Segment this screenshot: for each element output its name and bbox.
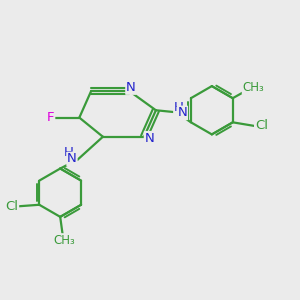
Text: Cl: Cl bbox=[255, 119, 268, 132]
Text: H: H bbox=[174, 100, 184, 113]
Text: Cl: Cl bbox=[5, 200, 18, 213]
Text: N: N bbox=[145, 132, 154, 145]
Text: CH₃: CH₃ bbox=[53, 234, 75, 247]
Text: N: N bbox=[67, 152, 77, 165]
Text: N: N bbox=[178, 106, 187, 119]
Text: H: H bbox=[64, 146, 74, 159]
Text: CH₃: CH₃ bbox=[242, 81, 264, 94]
Text: N: N bbox=[126, 81, 136, 94]
Text: F: F bbox=[47, 111, 55, 124]
